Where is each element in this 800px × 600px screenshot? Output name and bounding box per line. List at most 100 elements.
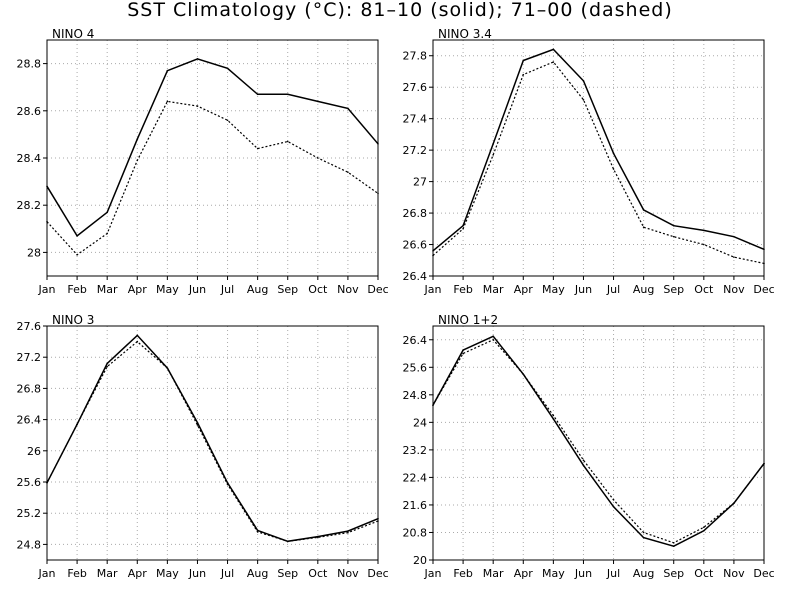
data-point-71-00 — [733, 502, 735, 505]
x-tick-label-nov: Nov — [723, 567, 745, 580]
x-tick-label-jan: Jan — [424, 283, 442, 296]
data-point-81-10 — [226, 481, 229, 484]
y-tick-label: 27 — [413, 176, 427, 189]
x-tick-label-oct: Oct — [308, 283, 328, 296]
data-point-81-10 — [703, 529, 705, 532]
data-point-71-00 — [522, 73, 525, 76]
x-tick-label-dec: Dec — [367, 283, 388, 296]
data-point-81-10 — [552, 418, 555, 420]
y-tick-label: 27.2 — [403, 144, 428, 157]
data-point-81-10 — [286, 93, 289, 96]
x-tick-label-feb: Feb — [453, 567, 472, 580]
y-tick-label: 26.6 — [403, 239, 428, 252]
data-point-71-00 — [582, 98, 585, 101]
y-tick-label: 24.8 — [17, 538, 42, 551]
data-point-71-00 — [763, 262, 765, 265]
x-tick-label-jul: Jul — [220, 567, 234, 580]
data-point-81-10 — [226, 67, 229, 70]
data-point-71-00 — [347, 531, 349, 534]
data-point-71-00 — [612, 168, 615, 170]
panel-label: NINO 1+2 — [438, 313, 498, 327]
data-point-71-00 — [522, 373, 525, 375]
data-point-71-00 — [642, 531, 645, 534]
page-title: SST Climatology (°C): 81–10 (solid); 71–… — [127, 0, 673, 21]
x-tick-label-dec: Dec — [367, 567, 388, 580]
x-tick-label-jul: Jul — [220, 283, 234, 296]
data-point-71-00 — [256, 147, 259, 150]
y-tick-label: 28.8 — [17, 58, 42, 71]
data-point-71-00 — [76, 423, 78, 426]
data-point-71-00 — [763, 462, 765, 465]
data-point-81-10 — [492, 143, 494, 145]
x-tick-label-aug: Aug — [247, 283, 268, 296]
panel-label: NINO 3.4 — [438, 27, 492, 41]
data-point-71-00 — [256, 531, 259, 533]
y-tick-label: 27.6 — [403, 81, 428, 94]
x-tick-label-jan: Jan — [38, 283, 56, 296]
x-tick-label-oct: Oct — [694, 567, 714, 580]
x-tick-label-jun: Jun — [574, 283, 592, 296]
y-tick-label: 27.8 — [403, 50, 428, 63]
data-point-81-10 — [106, 211, 108, 214]
x-tick-label-aug: Aug — [633, 283, 654, 296]
data-point-71-00 — [462, 228, 464, 230]
series-line-71-00 — [46, 340, 379, 542]
x-tick-label-feb: Feb — [67, 567, 86, 580]
data-point-71-00 — [226, 119, 229, 122]
data-point-81-10 — [642, 536, 645, 539]
data-point-71-00 — [377, 192, 379, 195]
y-tick-label: 28.4 — [17, 152, 42, 165]
data-point-81-10 — [347, 107, 349, 110]
x-tick-label-dec: Dec — [753, 567, 774, 580]
data-point-71-00 — [166, 100, 169, 103]
y-tick-label: 27.6 — [17, 320, 42, 333]
data-point-81-10 — [462, 349, 464, 351]
data-point-71-00 — [492, 154, 494, 156]
y-tick-label: 24.8 — [403, 389, 428, 402]
data-point-71-00 — [166, 367, 169, 369]
x-tick-label-jun: Jun — [188, 283, 206, 296]
series-line-81-10 — [432, 48, 765, 252]
x-tick-label-sep: Sep — [663, 283, 684, 296]
data-point-81-10 — [166, 69, 169, 72]
x-tick-label-sep: Sep — [663, 567, 684, 580]
series-line-71-00 — [432, 339, 765, 544]
data-point-71-00 — [432, 404, 434, 406]
x-tick-label-sep: Sep — [277, 283, 298, 296]
panel-nino-3-4: 26.4 26.6 26.8 27 27.2 27.4 27.6 27.8 Jan Feb Mar A… — [403, 27, 775, 296]
x-tick-label-may: May — [542, 283, 565, 296]
data-point-71-00 — [136, 340, 139, 343]
data-point-81-10 — [46, 185, 48, 188]
data-point-71-00 — [642, 226, 645, 229]
data-point-81-10 — [552, 48, 555, 51]
data-point-71-00 — [582, 459, 585, 462]
data-point-81-10 — [317, 100, 319, 103]
x-tick-label-apr: Apr — [514, 567, 534, 580]
data-point-81-10 — [703, 229, 705, 232]
data-point-81-10 — [582, 464, 585, 467]
data-point-71-00 — [286, 140, 289, 143]
x-tick-label-jun: Jun — [574, 567, 592, 580]
y-tick-label: 24 — [413, 416, 427, 429]
x-tick-label-jul: Jul — [606, 567, 620, 580]
data-point-81-10 — [106, 362, 108, 365]
panel-nino-1-2: 20 20.8 21.6 22.4 23.2 24 24.8 25.6 26.4 Jan Feb Ma… — [403, 313, 775, 580]
data-point-81-10 — [733, 235, 735, 238]
data-point-71-00 — [612, 498, 615, 501]
x-tick-label-oct: Oct — [308, 567, 328, 580]
x-tick-label-nov: Nov — [723, 283, 745, 296]
y-tick-label: 25.6 — [17, 476, 42, 489]
x-tick-label-mar: Mar — [97, 567, 118, 580]
data-point-71-00 — [552, 61, 555, 63]
data-point-81-10 — [763, 248, 765, 251]
x-tick-label-aug: Aug — [247, 567, 268, 580]
data-point-71-00 — [46, 481, 48, 484]
x-tick-label-may: May — [156, 283, 179, 296]
x-tick-label-jun: Jun — [188, 567, 206, 580]
y-tick-label: 26.4 — [17, 414, 42, 427]
y-tick-label: 27.2 — [17, 351, 42, 364]
x-tick-label-apr: Apr — [128, 567, 148, 580]
data-point-71-00 — [462, 352, 464, 355]
y-tick-label: 26.8 — [17, 382, 42, 395]
y-tick-label: 20 — [413, 554, 427, 567]
